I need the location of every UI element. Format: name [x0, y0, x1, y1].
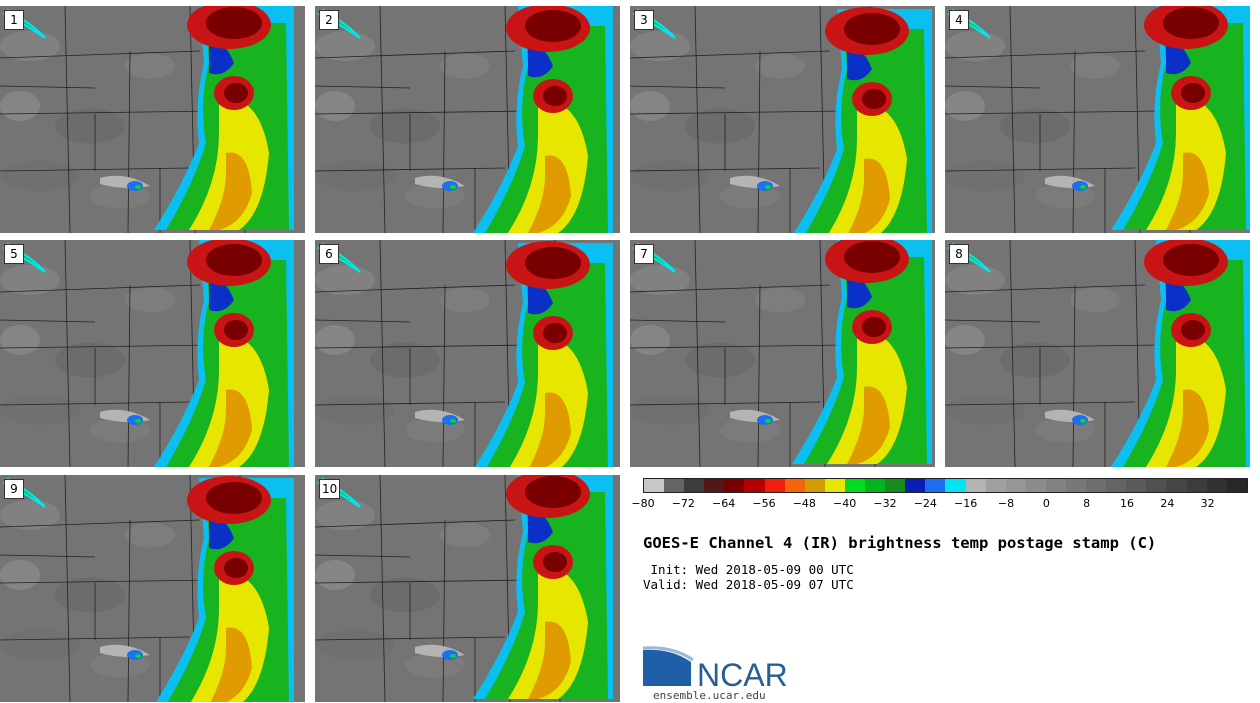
ir-map	[315, 240, 620, 467]
colorbar-cell	[925, 479, 946, 492]
colorbar-tick-label: −40	[833, 497, 857, 510]
ir-map	[945, 240, 1250, 467]
member-number-label: 10	[319, 479, 341, 499]
colorbar-cell	[644, 479, 665, 492]
ir-map	[315, 475, 620, 702]
member-panel-8: 8	[945, 240, 1250, 467]
member-number-label: 3	[634, 10, 654, 30]
colorbar-tick-label: 24	[1160, 497, 1175, 510]
member-number-label: 4	[949, 10, 969, 30]
chart-title: GOES-E Channel 4 (IR) brightness temp po…	[643, 534, 1157, 552]
colorbar-cell	[804, 479, 825, 492]
logo-text: NCAR	[697, 657, 788, 690]
member-panel-6: 6	[315, 240, 620, 467]
colorbar-cell	[905, 479, 926, 492]
colorbar-tick-label: −8	[997, 497, 1015, 510]
colorbar-cell	[764, 479, 785, 492]
colorbar-cell	[744, 479, 765, 492]
colorbar-cell	[865, 479, 886, 492]
colorbar-cell	[704, 479, 725, 492]
colorbar-cell	[684, 479, 705, 492]
colorbar-cell	[1226, 479, 1247, 492]
init-time: Init: Wed 2018-05-09 00 UTC	[643, 562, 854, 577]
ir-map	[315, 6, 620, 233]
colorbar-cell	[985, 479, 1006, 492]
colorbar-tick-label: −64	[712, 497, 736, 510]
colorbar-tick-label: 32	[1200, 497, 1215, 510]
colorbar-cell	[1126, 479, 1147, 492]
colorbar-tick-label: 8	[1083, 497, 1091, 510]
colorbar-tick-label: −72	[671, 497, 695, 510]
member-number-label: 8	[949, 244, 969, 264]
colorbar-cell	[844, 479, 866, 492]
colorbar-tick-label: −80	[631, 497, 655, 510]
colorbar-cell	[1106, 479, 1127, 492]
colorbar-cell	[1086, 479, 1107, 492]
member-panel-5: 5	[0, 240, 305, 467]
member-panel-9: 9	[0, 475, 305, 702]
ir-map	[945, 6, 1250, 233]
colorbar-cell	[1166, 479, 1187, 492]
member-panel-1: 1	[0, 6, 305, 233]
website: ensemble.ucar.edu	[653, 689, 766, 702]
colorbar-cell	[1005, 479, 1026, 492]
colorbar-cell	[1025, 479, 1046, 492]
colorbar-cell	[784, 479, 805, 492]
ir-map	[630, 240, 935, 467]
member-panel-7: 7	[630, 240, 935, 467]
member-number-label: 9	[4, 479, 24, 499]
ir-map	[630, 6, 935, 233]
member-panel-4: 4	[945, 6, 1250, 233]
colorbar-tick-label: 16	[1120, 497, 1134, 510]
member-number-label: 2	[319, 10, 339, 30]
colorbar-cell	[724, 479, 745, 492]
member-number-label: 7	[634, 244, 654, 264]
colorbar-cell	[965, 479, 986, 492]
ir-map	[0, 6, 305, 233]
member-panel-3: 3	[630, 6, 935, 233]
colorbar-tick-label: −48	[792, 497, 816, 510]
ncar-logo: NCAR	[643, 646, 788, 690]
member-number-label: 6	[319, 244, 339, 264]
colorbar-cell	[1045, 479, 1066, 492]
colorbar-tick-label: −56	[752, 497, 776, 510]
colorbar-tick-label: −24	[913, 497, 937, 510]
colorbar-cell	[1186, 479, 1207, 492]
member-panel-2: 2	[315, 6, 620, 233]
colorbar-cell	[664, 479, 685, 492]
colorbar-cell	[1206, 479, 1227, 492]
colorbar-tick-label: 0	[1042, 497, 1050, 510]
ir-map	[0, 240, 305, 467]
member-number-label: 5	[4, 244, 24, 264]
colorbar	[643, 478, 1248, 493]
colorbar-cell	[1146, 479, 1167, 492]
colorbar-tick-label: −32	[873, 497, 897, 510]
valid-time: Valid: Wed 2018-05-09 07 UTC	[643, 577, 854, 592]
colorbar-cell	[1065, 479, 1087, 492]
colorbar-cell	[945, 479, 966, 492]
member-number-label: 1	[4, 10, 24, 30]
member-panel-10: 10	[315, 475, 620, 702]
ir-map	[0, 475, 305, 702]
colorbar-cell	[885, 479, 906, 492]
colorbar-cell	[824, 479, 845, 492]
colorbar-tick-label: −16	[954, 497, 978, 510]
